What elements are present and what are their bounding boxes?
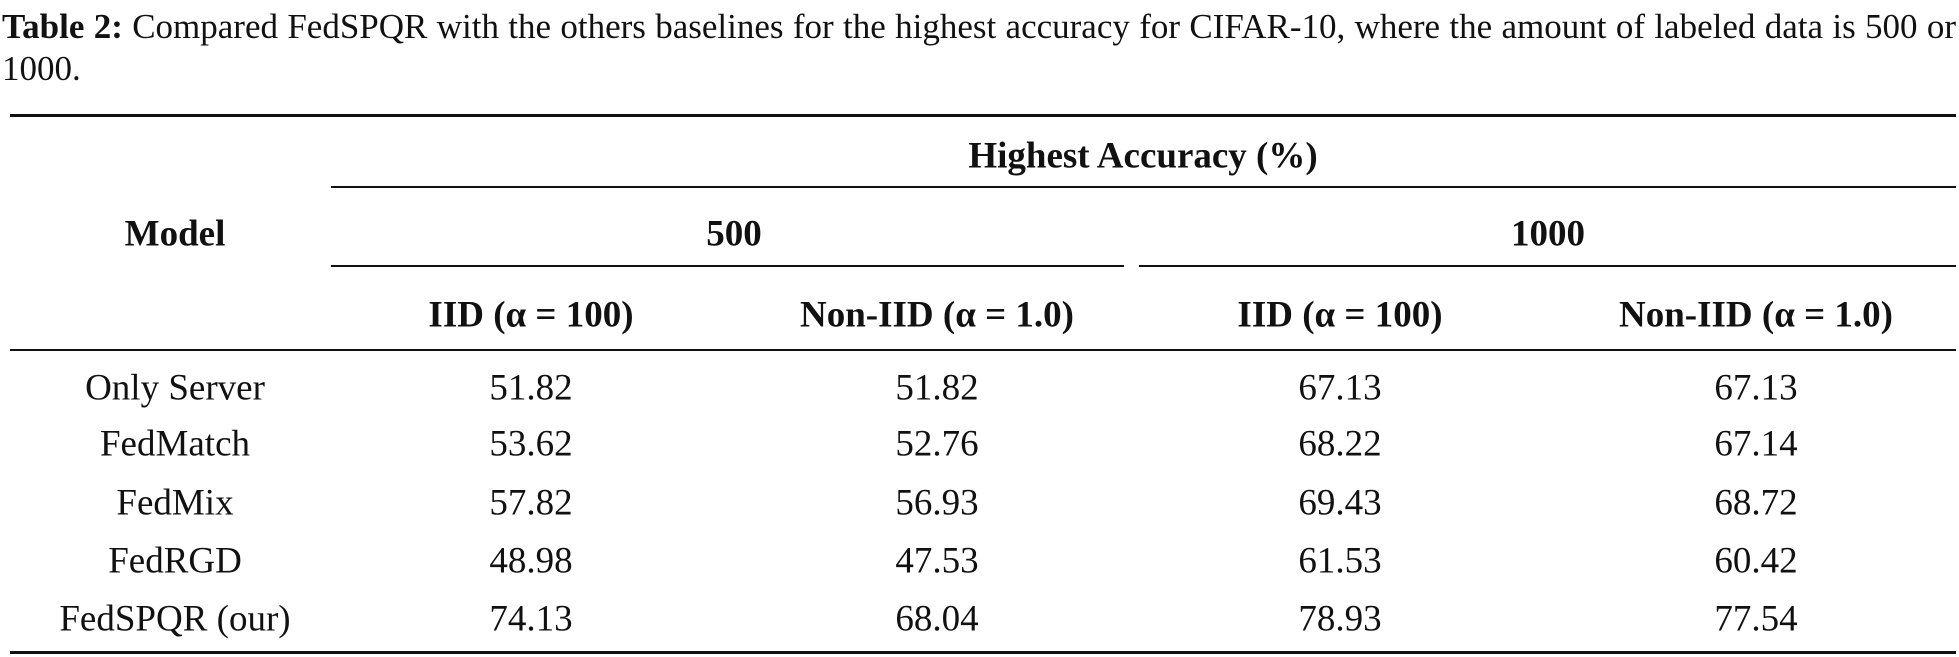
group-rule <box>331 186 1956 188</box>
subgroup-header: 1000 <box>1511 213 1585 255</box>
table-cell: 52.76 <box>895 423 979 465</box>
row-label: FedSPQR (our) <box>59 598 291 640</box>
caption-text: Compared FedSPQR with the others baselin… <box>2 7 1957 88</box>
table-cell: 67.14 <box>1714 423 1798 465</box>
group-header: Highest Accuracy (%) <box>968 135 1318 177</box>
table-cell: 67.13 <box>1298 367 1382 409</box>
table-cell: 68.04 <box>895 598 979 640</box>
table-caption: Table 2: Compared FedSPQR with the other… <box>2 6 1956 90</box>
header-rule <box>10 349 1956 351</box>
table-cell: 48.98 <box>489 540 573 582</box>
subgroup-rule <box>331 265 1124 267</box>
caption-label: Table 2: <box>2 7 123 46</box>
table-cell: 53.62 <box>489 423 573 465</box>
row-label: FedMix <box>116 482 234 524</box>
table-cell: 57.82 <box>489 482 573 524</box>
column-header: IID (α = 100) <box>428 294 634 336</box>
table-cell: 51.82 <box>489 367 573 409</box>
subgroup-rule <box>1139 265 1956 267</box>
bottom-rule <box>10 651 1956 654</box>
table-cell: 78.93 <box>1298 598 1382 640</box>
table-cell: 60.42 <box>1714 540 1798 582</box>
table-cell: 69.43 <box>1298 482 1382 524</box>
top-rule <box>10 114 1956 117</box>
row-label: FedRGD <box>108 540 242 582</box>
table-cell: 67.13 <box>1714 367 1798 409</box>
table-cell: 68.22 <box>1298 423 1382 465</box>
table-cell: 61.53 <box>1298 540 1382 582</box>
table-cell: 51.82 <box>895 367 979 409</box>
row-header: Model <box>124 213 226 255</box>
table-cell: 47.53 <box>895 540 979 582</box>
table-cell: 56.93 <box>895 482 979 524</box>
subgroup-header: 500 <box>706 213 762 255</box>
column-header: IID (α = 100) <box>1237 294 1443 336</box>
table-cell: 77.54 <box>1714 598 1798 640</box>
table-cell: 68.72 <box>1714 482 1798 524</box>
table-cell: 74.13 <box>489 598 573 640</box>
column-header: Non-IID (α = 1.0) <box>1618 294 1894 336</box>
column-header: Non-IID (α = 1.0) <box>799 294 1075 336</box>
row-label: FedMatch <box>99 423 251 465</box>
row-label: Only Server <box>85 367 265 409</box>
